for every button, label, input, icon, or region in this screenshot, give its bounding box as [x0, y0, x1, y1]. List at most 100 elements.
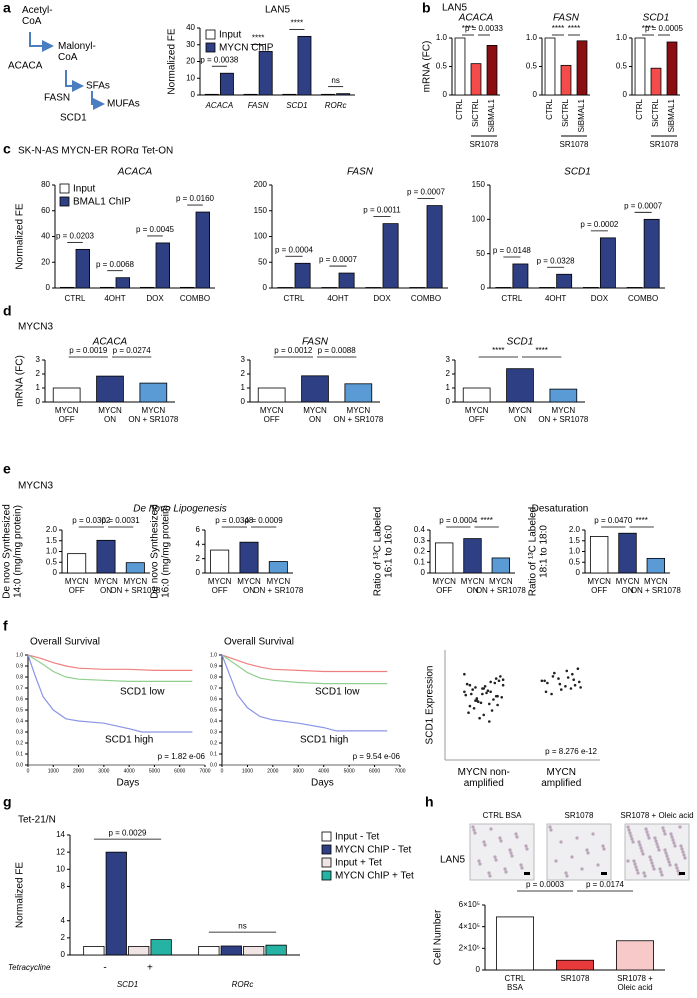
panel-letter: e [3, 461, 11, 477]
cell [641, 852, 645, 856]
y-tick-label: 0 [36, 397, 41, 406]
x-tick-label: 4000 [124, 768, 135, 774]
y-axis-label: Cell Number [433, 909, 444, 965]
x-tick-label: MYCN ON [237, 577, 261, 595]
y-tick-label: 3 [241, 355, 246, 364]
point [492, 698, 495, 701]
y-axis-label: Ratio of ¹³C Labeled18:1 to 18:0 [527, 507, 549, 597]
bar [454, 37, 466, 96]
legend-label: Input + Tet [335, 858, 382, 869]
cell [626, 825, 630, 829]
cell [660, 873, 664, 877]
bar [198, 946, 220, 956]
bar [67, 553, 87, 574]
y-tick-label: 0 [263, 283, 268, 292]
cell [570, 855, 574, 859]
annotation: p = 0.0160 [176, 194, 215, 203]
cell [635, 868, 639, 872]
y-tick-label: 0.5 [616, 62, 628, 71]
x-tick-label: CTRL [545, 98, 554, 119]
cell [644, 827, 648, 831]
cell [663, 832, 667, 836]
y-tick-label: 0.7 [210, 685, 217, 691]
annotation: **** [568, 24, 580, 33]
point [487, 702, 491, 706]
point [493, 681, 497, 685]
point [486, 689, 490, 692]
annotation: p = 0.0004 [275, 245, 314, 254]
bar [258, 51, 273, 96]
bar [105, 851, 127, 956]
bar [115, 277, 131, 289]
panel-subheader: Desaturation [532, 504, 589, 515]
scale-bar [679, 872, 685, 875]
y-tick-label: 0.5 [569, 557, 581, 566]
x-tick-label: SCD1 [286, 101, 307, 110]
x-tick-label: SiCTRL [651, 98, 660, 127]
bar [495, 287, 512, 289]
legend-label: Input - Tet [335, 832, 380, 843]
bar [150, 939, 172, 956]
x-tick-label: 5000 [344, 768, 355, 774]
legend-label: MYCN ChIP [219, 43, 274, 54]
image-caption: CTRL BSA [483, 811, 522, 820]
y-tick-label: 60 [41, 206, 50, 215]
bar [210, 549, 230, 574]
annotation: SCD1 high [300, 735, 348, 746]
y-tick-label: 0.9 [16, 663, 23, 669]
x-tick-label: 0 [221, 768, 224, 774]
point [465, 682, 469, 686]
x-tick-label: MYCN ON + SR1078 [538, 406, 589, 424]
point [487, 720, 491, 723]
y-tick-label: 20 [41, 257, 50, 266]
pathway-arrow [29, 32, 54, 52]
annotation: p = 0.0029 [108, 828, 147, 837]
legend-swatch [321, 831, 332, 842]
cell [648, 855, 652, 859]
point [481, 687, 484, 690]
bar [618, 532, 637, 574]
x-tick-label: SR1078 + Oleic acid [617, 974, 653, 992]
annotation: p = 0.0148 [493, 246, 532, 255]
bar [539, 287, 556, 289]
cell [519, 863, 523, 867]
cell [662, 829, 666, 833]
point [489, 690, 492, 694]
annotation: ns [238, 921, 246, 930]
y-tick-label: 30 [186, 40, 195, 49]
bar [195, 211, 211, 289]
annotation: p = 0.0274 [113, 346, 152, 355]
x-tick-label: 3000 [98, 768, 109, 774]
chart-title: ACACA [458, 13, 494, 24]
point [501, 683, 505, 687]
bar [100, 286, 115, 289]
cell [673, 844, 677, 848]
legend-swatch [205, 42, 216, 53]
scale-bar [601, 872, 607, 875]
cell [679, 844, 683, 848]
panel-letter: b [422, 0, 431, 16]
y-tick-label: 150 [254, 206, 268, 215]
chart-title: LAN5 [265, 5, 290, 16]
y-tick-label: 0.8 [210, 674, 217, 680]
y-axis-label: mRNA (FC) [15, 355, 26, 407]
cell [680, 847, 684, 851]
cell [508, 848, 512, 852]
point [489, 680, 492, 684]
cell [636, 871, 640, 875]
panel-subheader: De novo Lipogenesis [133, 504, 226, 515]
x-tick-label: MYCN ON + SR1078 [253, 577, 304, 595]
x-tick-label: FASN [248, 101, 269, 110]
bar [409, 287, 426, 289]
group-label: SR1078 [650, 140, 679, 149]
cell [602, 847, 606, 851]
legend-swatch [321, 844, 332, 855]
y-tick-label: 2 [446, 369, 451, 378]
y-tick-label: 4×10⁵ [459, 922, 480, 931]
cell [477, 859, 481, 863]
x-tick-label: CTRL [65, 294, 86, 303]
image-caption: SR1078 + Oleic acid [620, 811, 693, 820]
bar [220, 945, 242, 956]
